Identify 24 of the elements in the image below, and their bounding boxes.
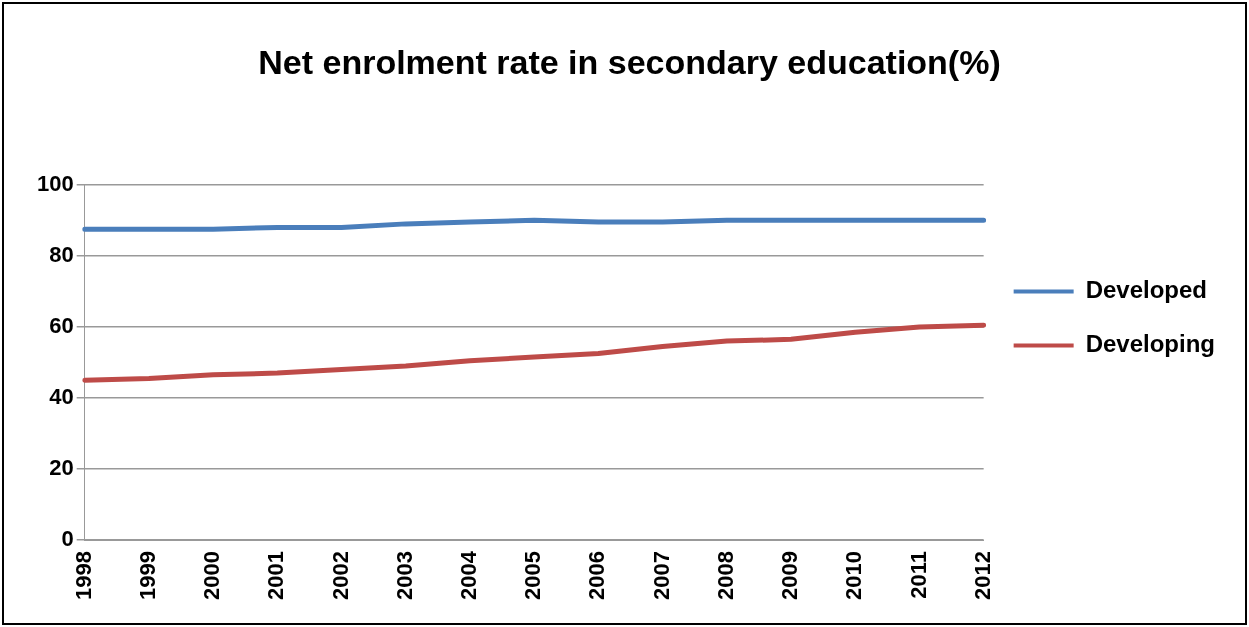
x-tick-label: 2010	[841, 551, 867, 601]
legend-label: Developed	[1085, 276, 1208, 304]
x-tick-label: 2011	[905, 551, 931, 599]
y-tick-label: 100	[36, 170, 74, 196]
y-tick-label: 60	[49, 312, 74, 338]
x-tick-label: 2007	[648, 551, 674, 601]
x-tick-label: 2012	[969, 551, 995, 601]
x-tick-label: 2009	[777, 551, 803, 601]
x-tick-label: 2008	[712, 551, 738, 601]
x-tick-label: 2000	[199, 551, 225, 601]
x-tick-label: 2004	[456, 550, 482, 601]
legend-label: Developing	[1085, 330, 1216, 358]
y-tick-label: 0	[61, 526, 74, 552]
x-tick-label: 2001	[263, 551, 289, 601]
x-tick-label: 2006	[584, 551, 610, 601]
chart-title: Net enrolment rate in secondary education(%)	[258, 42, 1001, 81]
x-tick-label: 2003	[391, 551, 417, 601]
y-tick-label: 40	[49, 384, 74, 410]
y-tick-label: 20	[49, 455, 74, 481]
x-tick-label: 2005	[520, 551, 546, 601]
x-tick-label: 1998	[70, 551, 96, 601]
x-tick-label: 1999	[134, 551, 160, 601]
y-tick-label: 80	[49, 241, 74, 267]
x-tick-label: 2002	[327, 551, 353, 601]
